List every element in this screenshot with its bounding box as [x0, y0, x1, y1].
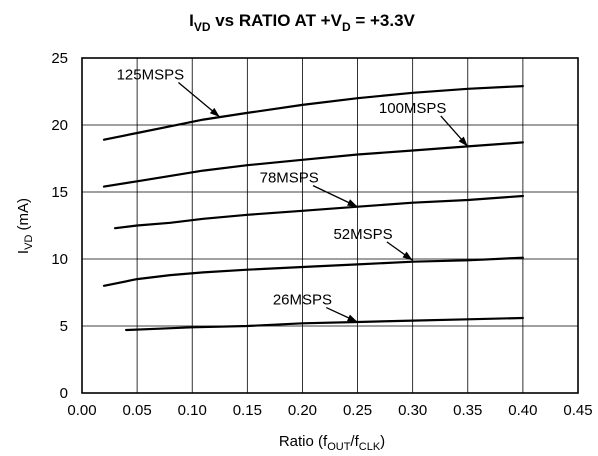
title-middle-subscript: D: [342, 20, 351, 34]
x-tick-label: 0.35: [453, 402, 482, 419]
y-tick-label: 20: [51, 117, 68, 134]
y-label-main: I: [15, 250, 32, 254]
arrow-head-52msps: [402, 251, 413, 261]
x-tick-label: 0.00: [67, 402, 96, 419]
series-label-52msps: 52MSPS: [333, 226, 392, 243]
title-prefix: I: [189, 11, 194, 30]
series-line-100msps: [102, 141, 525, 188]
series-line-78msps: [113, 194, 525, 230]
grid-lines: [82, 58, 578, 393]
series-label-100msps: 100MSPS: [379, 100, 447, 117]
title-prefix-subscript: VD: [194, 20, 211, 34]
arrow-head-26msps: [347, 314, 358, 322]
series-line-125msps: [102, 84, 525, 141]
series-line-52msps: [102, 256, 525, 287]
chart-title: IVD vs RATIO AT +VD = +3.3V: [189, 11, 415, 34]
y-tick-label: 25: [51, 50, 68, 67]
series-group: [102, 84, 525, 332]
y-axis-label: IVD (mA): [15, 198, 35, 254]
x-label-main: Ratio (f: [279, 433, 328, 450]
series-labels-group: 125MSPS 100MSPS 78MSPS 52MSPS 26MSPS: [117, 66, 469, 323]
x-tick-label: 0.25: [343, 402, 372, 419]
x-tick-label: 0.30: [398, 402, 427, 419]
arrow-head-78msps: [347, 199, 358, 207]
x-label-sub-clk: CLK: [359, 441, 381, 453]
x-tick-label: 0.45: [563, 402, 592, 419]
y-tick-label: 5: [60, 318, 68, 335]
y-axis-ticks: 0 5 10 15 20 25: [51, 50, 68, 402]
x-tick-label: 0.40: [508, 402, 537, 419]
y-label-end: (mA): [15, 198, 32, 235]
title-suffix: = +3.3V: [351, 11, 416, 30]
arrow-head-100msps: [458, 136, 468, 147]
x-tick-label: 0.20: [288, 402, 317, 419]
title-middle: vs RATIO AT +V: [210, 11, 342, 30]
arrow-head-125msps: [209, 107, 220, 117]
series-line-26msps: [124, 316, 525, 332]
x-tick-label: 0.10: [178, 402, 207, 419]
series-label-78msps: 78MSPS: [260, 170, 319, 187]
x-tick-label: 0.15: [233, 402, 262, 419]
series-label-125msps: 125MSPS: [117, 66, 185, 83]
x-label-end: ): [380, 433, 385, 450]
y-tick-label: 15: [51, 184, 68, 201]
y-label-sub: VD: [23, 235, 35, 250]
x-axis-ticks: 0.00 0.05 0.10 0.15 0.20 0.25 0.30 0.35 0.40 0.45: [67, 402, 592, 419]
y-tick-label: 0: [60, 385, 68, 402]
plot-frame: [81, 57, 579, 394]
x-tick-label: 0.05: [123, 402, 152, 419]
x-label-mid: /f: [350, 433, 359, 450]
x-axis-label: Ratio (fOUT/fCLK): [279, 433, 385, 453]
x-label-sub-out: OUT: [327, 441, 351, 453]
series-label-26msps: 26MSPS: [273, 292, 332, 309]
y-tick-label: 10: [51, 251, 68, 268]
